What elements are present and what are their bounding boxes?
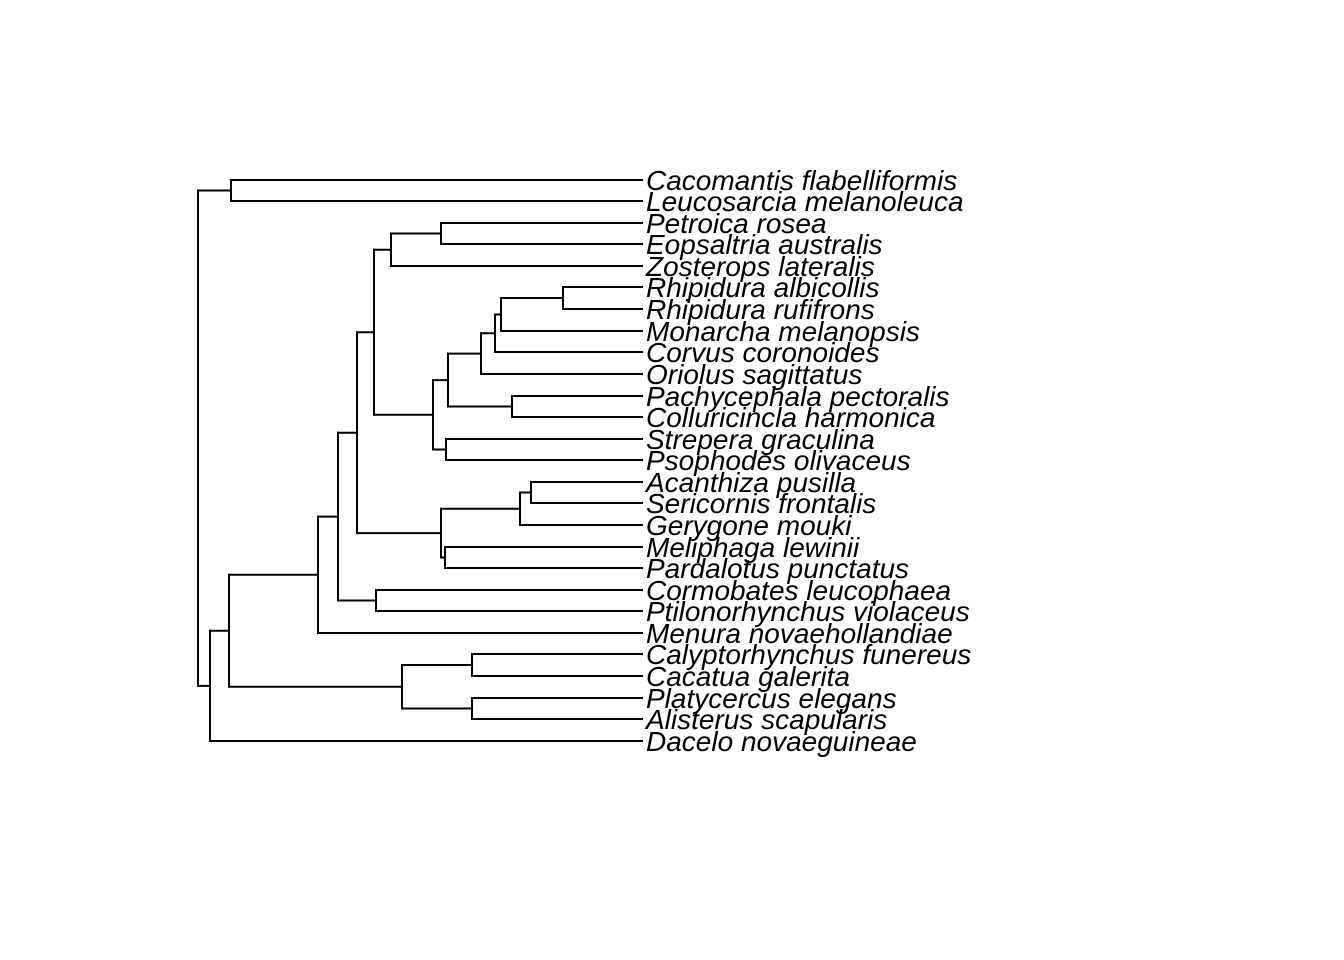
tip-label-cacatua-galerita: Cacatua galerita bbox=[646, 661, 850, 692]
tip-label-calyptorhynchus-funereus: Calyptorhynchus funereus bbox=[646, 639, 971, 670]
tip-label-dacelo-novaeguineae: Dacelo novaeguineae bbox=[646, 726, 917, 757]
tip-label-zosterops-lateralis: Zosterops lateralis bbox=[645, 251, 875, 282]
tip-label-leucosarcia-melanoleuca: Leucosarcia melanoleuca bbox=[646, 186, 964, 217]
tip-label-colluricincla-harmonica: Colluricincla harmonica bbox=[646, 402, 935, 433]
tip-label-acanthiza-pusilla: Acanthiza pusilla bbox=[644, 467, 856, 498]
tip-label-ptilonorhynchus-violaceus: Ptilonorhynchus violaceus bbox=[646, 596, 970, 627]
tip-label-meliphaga-lewinii: Meliphaga lewinii bbox=[646, 532, 860, 563]
tip-label-menura-novaehollandiae: Menura novaehollandiae bbox=[646, 618, 953, 649]
tree-branches bbox=[197, 179, 643, 742]
tip-label-corvus-coronoides: Corvus coronoides bbox=[646, 337, 879, 368]
tip-label-sericornis-frontalis: Sericornis frontalis bbox=[646, 488, 876, 519]
tip-label-strepera-graculina: Strepera graculina bbox=[646, 424, 875, 455]
tip-labels: Cacomantis flabelliformis Leucosarcia me… bbox=[644, 165, 971, 757]
tip-label-monarcha-melanopsis: Monarcha melanopsis bbox=[646, 316, 920, 347]
tip-label-cormobates-leucophaea: Cormobates leucophaea bbox=[646, 575, 951, 606]
tip-label-gerygone-mouki: Gerygone mouki bbox=[646, 510, 852, 541]
tip-label-alisterus-scapularis: Alisterus scapularis bbox=[644, 704, 887, 735]
tip-label-psophodes-olivaceus: Psophodes olivaceus bbox=[646, 445, 911, 476]
tip-label-cacomantis-flabelliformis: Cacomantis flabelliformis bbox=[646, 165, 957, 196]
tip-label-rhipidura-rufifrons: Rhipidura rufifrons bbox=[646, 294, 875, 325]
tip-label-oriolus-sagittatus: Oriolus sagittatus bbox=[646, 359, 862, 390]
tip-label-rhipidura-albicollis: Rhipidura albicollis bbox=[646, 272, 879, 303]
tip-label-pachycephala-pectoralis: Pachycephala pectoralis bbox=[646, 381, 950, 412]
tip-label-pardalotus-punctatus: Pardalotus punctatus bbox=[646, 553, 909, 584]
tip-label-petroica-rosea: Petroica rosea bbox=[646, 208, 827, 239]
tip-label-eopsaltria-australis: Eopsaltria australis bbox=[646, 229, 883, 260]
tip-label-platycercus-elegans: Platycercus elegans bbox=[646, 683, 897, 714]
